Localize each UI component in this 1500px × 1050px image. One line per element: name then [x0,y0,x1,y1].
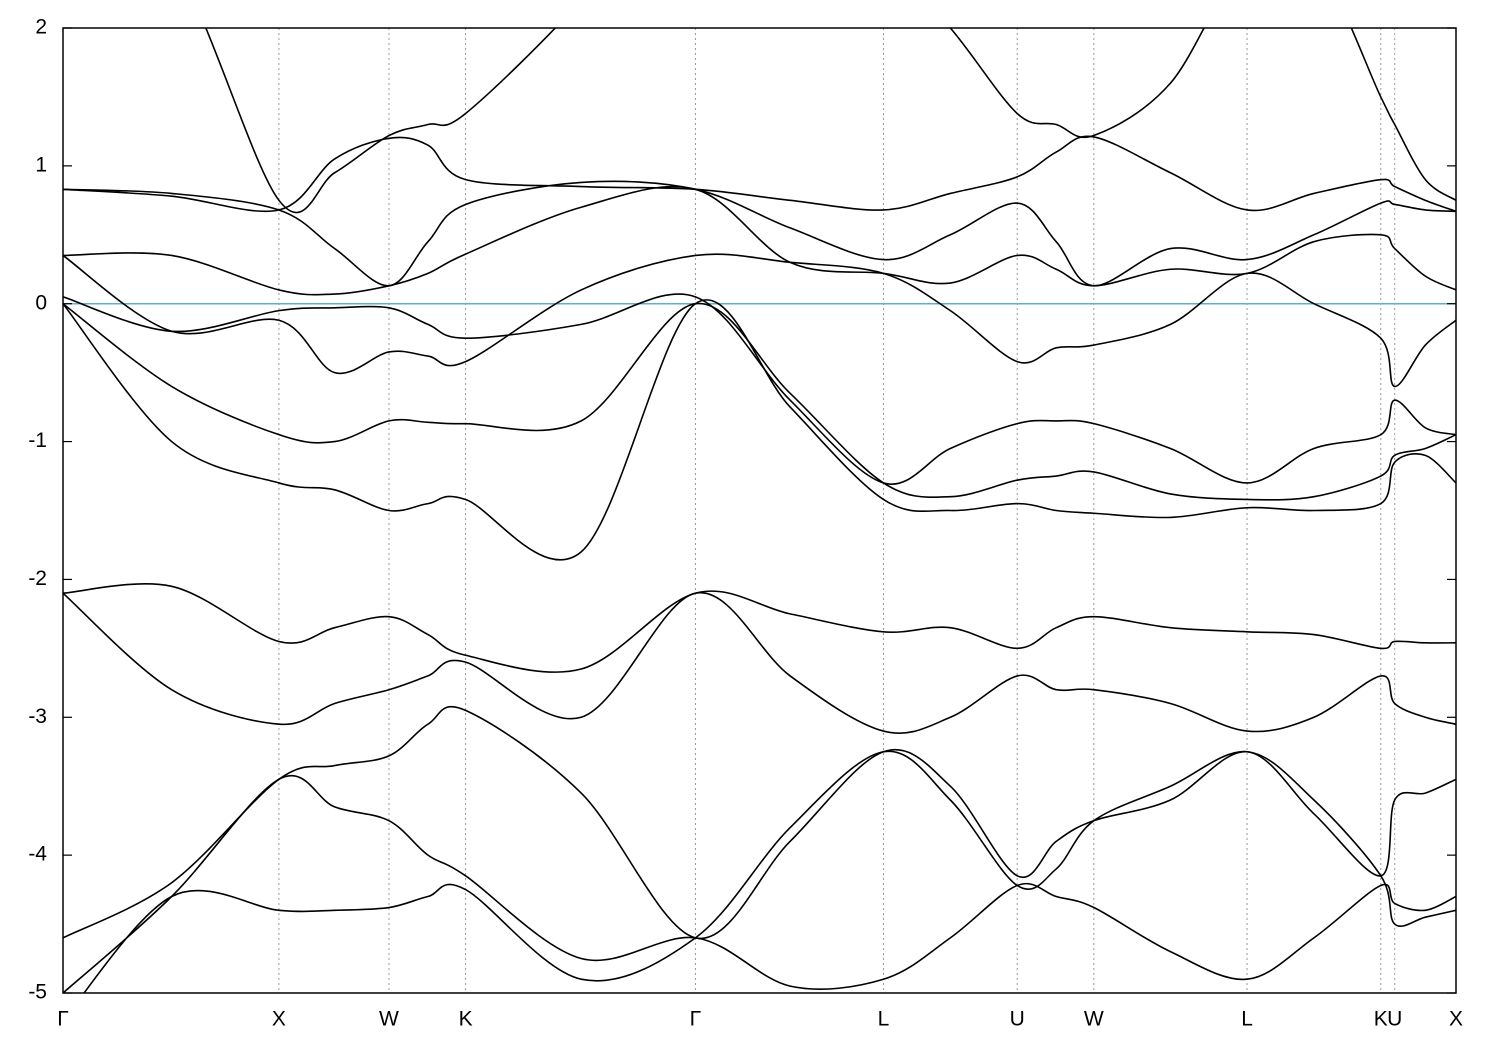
x-tick-label: X [272,1008,286,1031]
x-tick-label: K [1374,1008,1388,1031]
x-tick-label: W [379,1008,399,1031]
x-tick-label: X [1449,1008,1463,1031]
x-tick-label: Γ [57,1008,69,1031]
x-tick-label: U [1387,1008,1402,1031]
y-tick-label: 0 [35,291,47,314]
bands [63,28,1456,993]
band-line [83,750,1456,993]
y-tick-label: -1 [28,429,47,452]
x-tick-label: W [1084,1008,1104,1031]
band-line [63,135,1456,213]
y-tick-label: -4 [28,843,47,866]
band-line [63,253,1456,388]
x-tick-label: L [1241,1008,1253,1031]
plot-frame [62,27,1457,994]
x-tick-label: L [878,1008,890,1031]
y-tick-label: 2 [35,16,47,39]
band-line [204,28,1456,214]
band-line [63,302,1456,501]
x-tick-label: K [459,1008,473,1031]
y-tick-label: -5 [28,981,47,1004]
band-line [63,299,1456,561]
x-tick-label: Γ [690,1008,702,1031]
y-tick-label: -2 [28,567,47,590]
band-line [63,583,1456,673]
band-line [63,705,1456,940]
band-line [63,774,1456,993]
y-tick-label: 1 [35,153,47,176]
band-line [63,592,1456,734]
y-tick-label: -3 [28,705,47,728]
x-tick-label: U [1010,1008,1025,1031]
band-line [63,180,1456,287]
